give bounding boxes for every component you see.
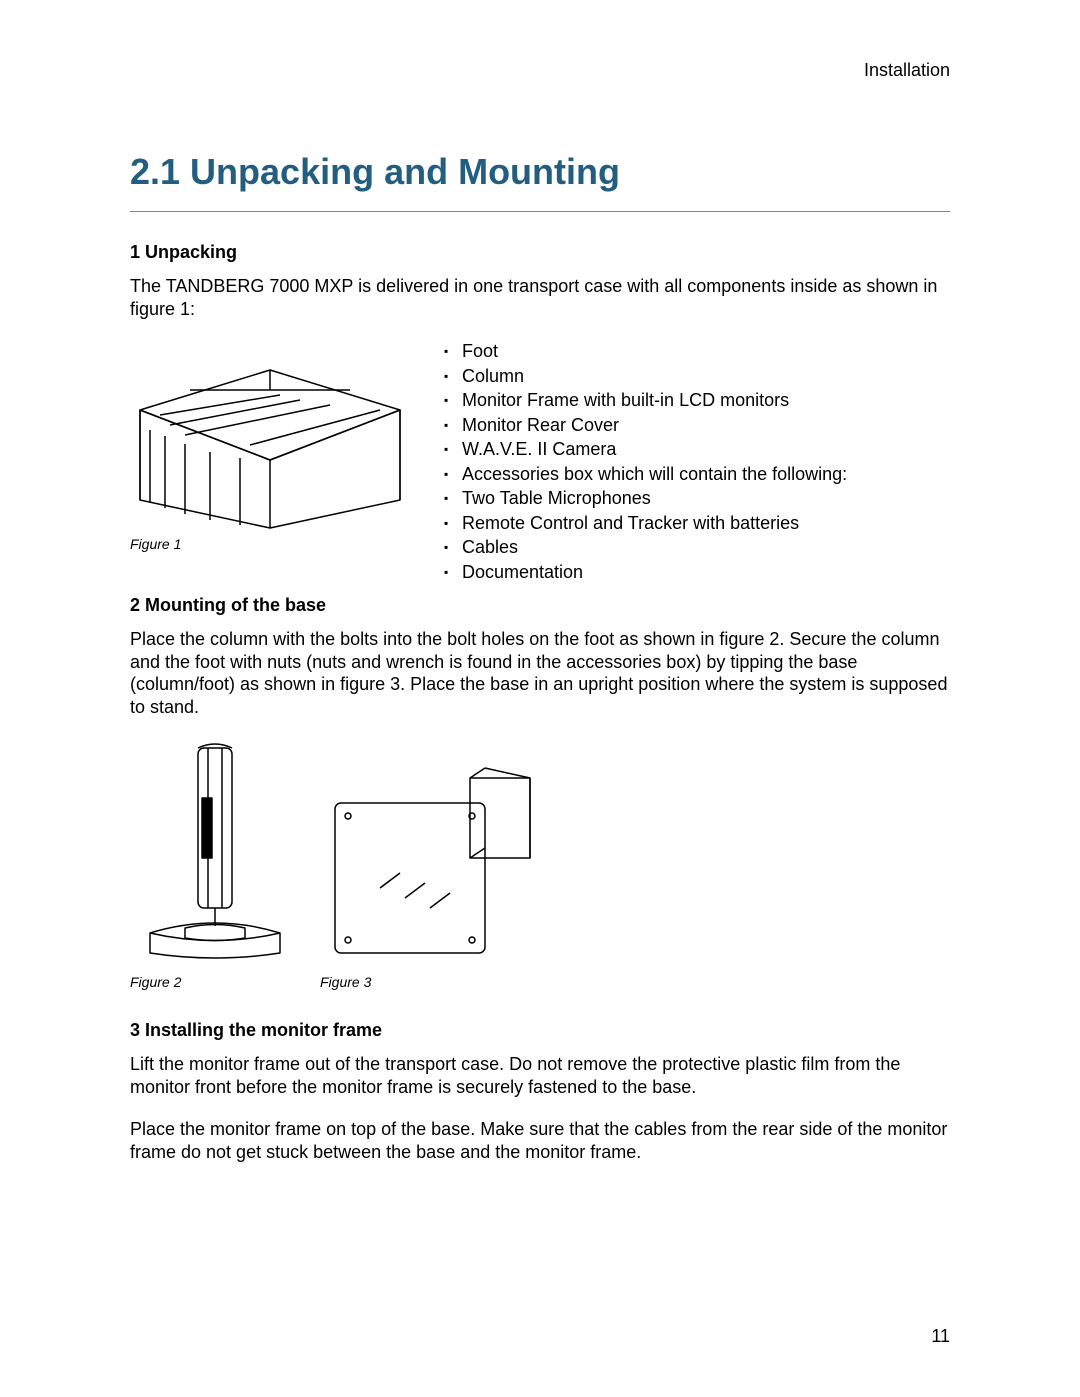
- title-rule: [130, 211, 950, 212]
- section-3-p2: Place the monitor frame on top of the ba…: [130, 1118, 950, 1163]
- section-3-p1: Lift the monitor frame out of the transp…: [130, 1053, 950, 1098]
- figure-1-caption: Figure 1: [130, 536, 410, 552]
- section-2-head: 2 Mounting of the base: [130, 595, 950, 616]
- list-item: Foot: [440, 340, 847, 363]
- section-3-head: 3 Installing the monitor frame: [130, 1020, 950, 1041]
- transport-case-icon: [130, 340, 410, 530]
- list-item: W.A.V.E. II Camera: [440, 438, 847, 461]
- list-item: Remote Control and Tracker with batterie…: [440, 512, 847, 535]
- figure-2-caption: Figure 2: [130, 974, 300, 990]
- figure-2: Figure 2: [130, 738, 300, 990]
- figure-3: Figure 3: [320, 748, 540, 990]
- list-item: Documentation: [440, 561, 847, 584]
- page-number: 11: [931, 1326, 950, 1347]
- header-section: Installation: [130, 60, 950, 81]
- figure-3-caption: Figure 3: [320, 974, 540, 990]
- list-item: Two Table Microphones: [440, 487, 847, 510]
- figure-1: Figure 1: [130, 340, 410, 552]
- base-tipped-icon: [320, 748, 540, 968]
- section-2-para: Place the column with the bolts into the…: [130, 628, 950, 718]
- page-title: 2.1 Unpacking and Mounting: [130, 151, 950, 193]
- section-1-head: 1 Unpacking: [130, 242, 950, 263]
- list-item: Column: [440, 365, 847, 388]
- components-list: Foot Column Monitor Frame with built-in …: [440, 340, 847, 585]
- section-1-para: The TANDBERG 7000 MXP is delivered in on…: [130, 275, 950, 320]
- list-item: Monitor Frame with built-in LCD monitors: [440, 389, 847, 412]
- list-item: Accessories box which will contain the f…: [440, 463, 847, 486]
- column-foot-icon: [130, 738, 300, 968]
- list-item: Monitor Rear Cover: [440, 414, 847, 437]
- list-item: Cables: [440, 536, 847, 559]
